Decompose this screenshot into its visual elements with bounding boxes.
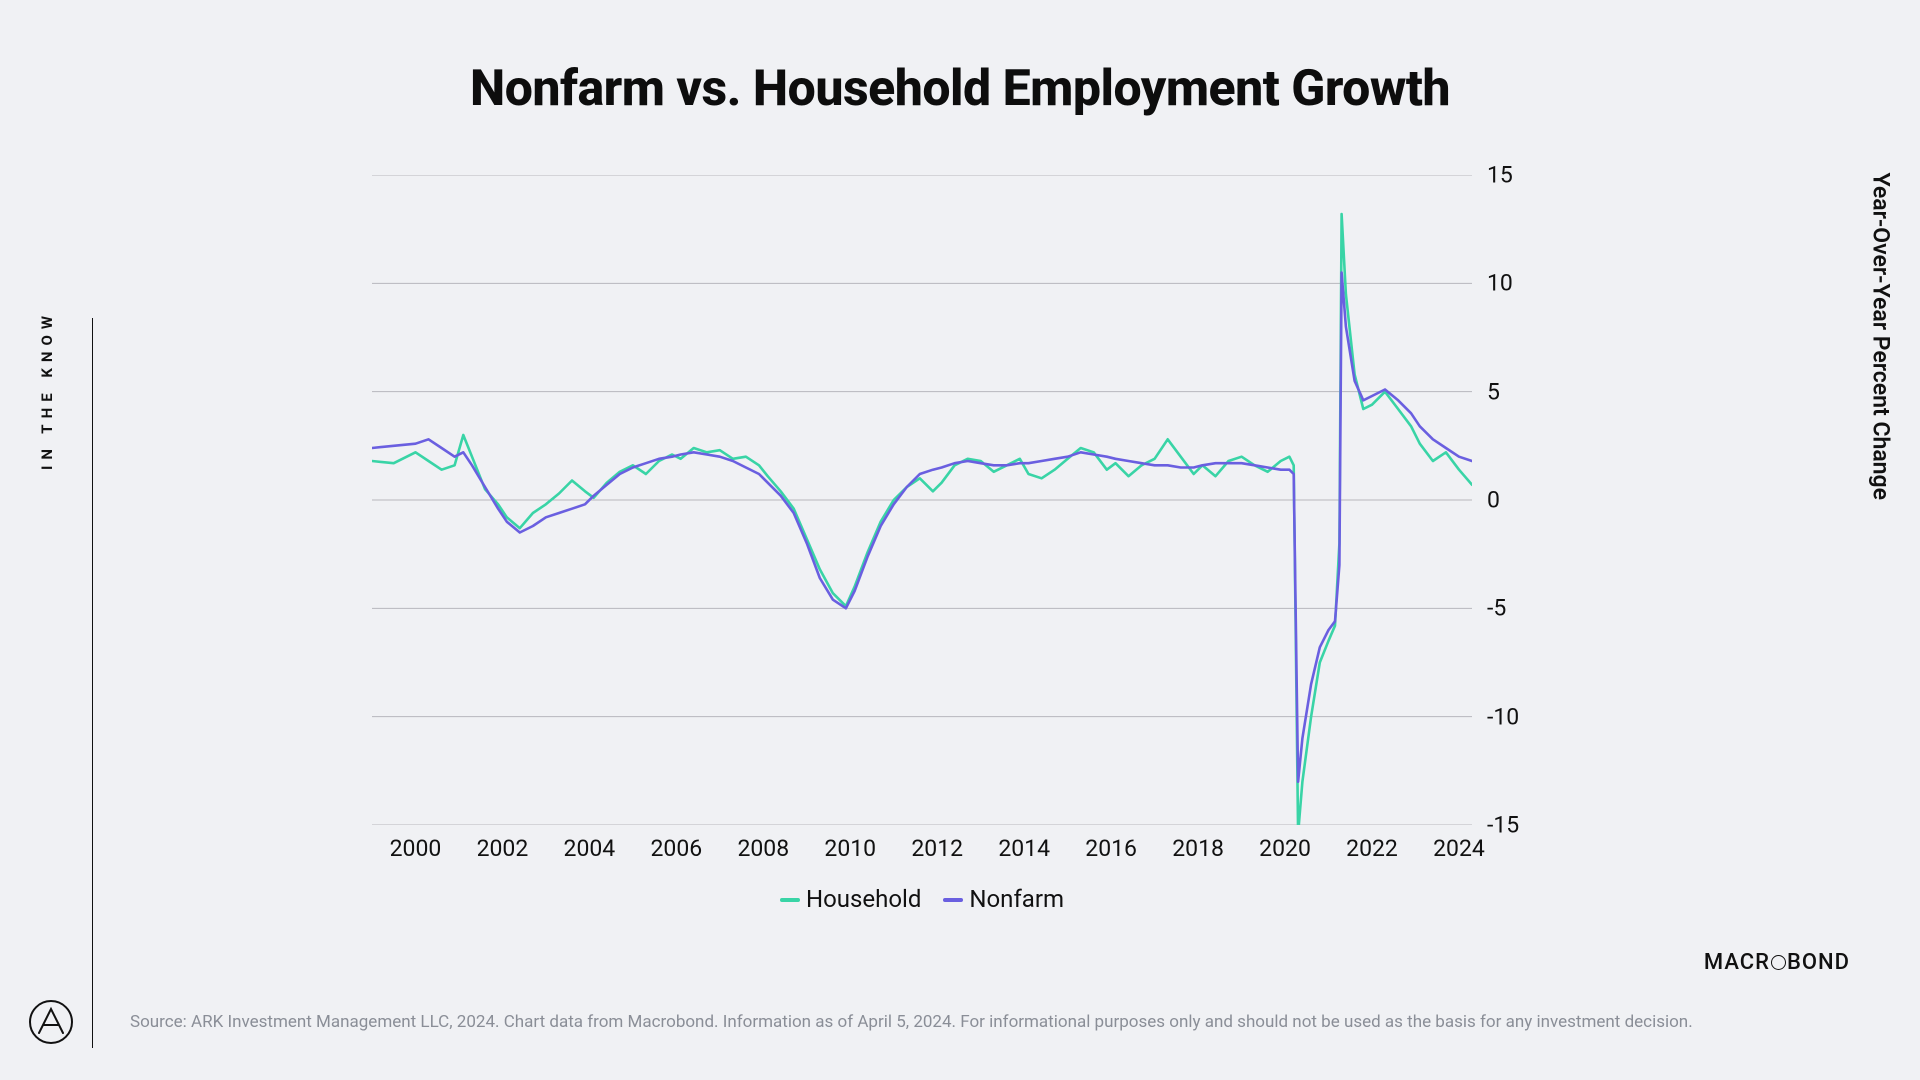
ark-logo-icon [28, 999, 74, 1045]
plot-area [372, 175, 1472, 825]
x-tick: 2012 [911, 835, 963, 862]
y-tick: -10 [1487, 703, 1519, 730]
x-tick: 2014 [998, 835, 1050, 862]
y-tick: 5 [1487, 378, 1500, 405]
x-tick: 2008 [737, 835, 789, 862]
x-tick: 2004 [564, 835, 616, 862]
x-tick: 2010 [824, 835, 876, 862]
x-tick: 2018 [1172, 835, 1224, 862]
x-tick: 2000 [390, 835, 442, 862]
line-chart: 2000200220042006200820102012201420162018… [372, 175, 1472, 825]
y-tick: -5 [1487, 595, 1506, 622]
x-tick: 2020 [1259, 835, 1311, 862]
x-tick: 2002 [477, 835, 529, 862]
x-tick: 2022 [1346, 835, 1398, 862]
x-tick: 2024 [1433, 835, 1485, 862]
y-tick: 15 [1487, 162, 1513, 189]
sidebar-rule [92, 318, 93, 1048]
y-tick: 0 [1487, 487, 1500, 514]
legend: Household Nonfarm [372, 885, 1472, 913]
source-text: Source: ARK Investment Management LLC, 2… [130, 1012, 1693, 1032]
y-axis-label: Year-Over-Year Percent Change [1868, 172, 1895, 500]
legend-item: Household [780, 885, 921, 913]
chart-title: Nonfarm vs. Household Employment Growth [0, 60, 1920, 118]
y-tick: 10 [1487, 270, 1513, 297]
sidebar-label: IN THE KNOW [38, 310, 56, 470]
page: Nonfarm vs. Household Employment Growth … [0, 0, 1920, 1080]
x-tick: 2016 [1085, 835, 1137, 862]
x-tick: 2006 [650, 835, 702, 862]
legend-item: Nonfarm [943, 885, 1064, 913]
y-tick: -15 [1487, 812, 1519, 839]
macrobond-logo: MACRBOND [1704, 950, 1850, 975]
